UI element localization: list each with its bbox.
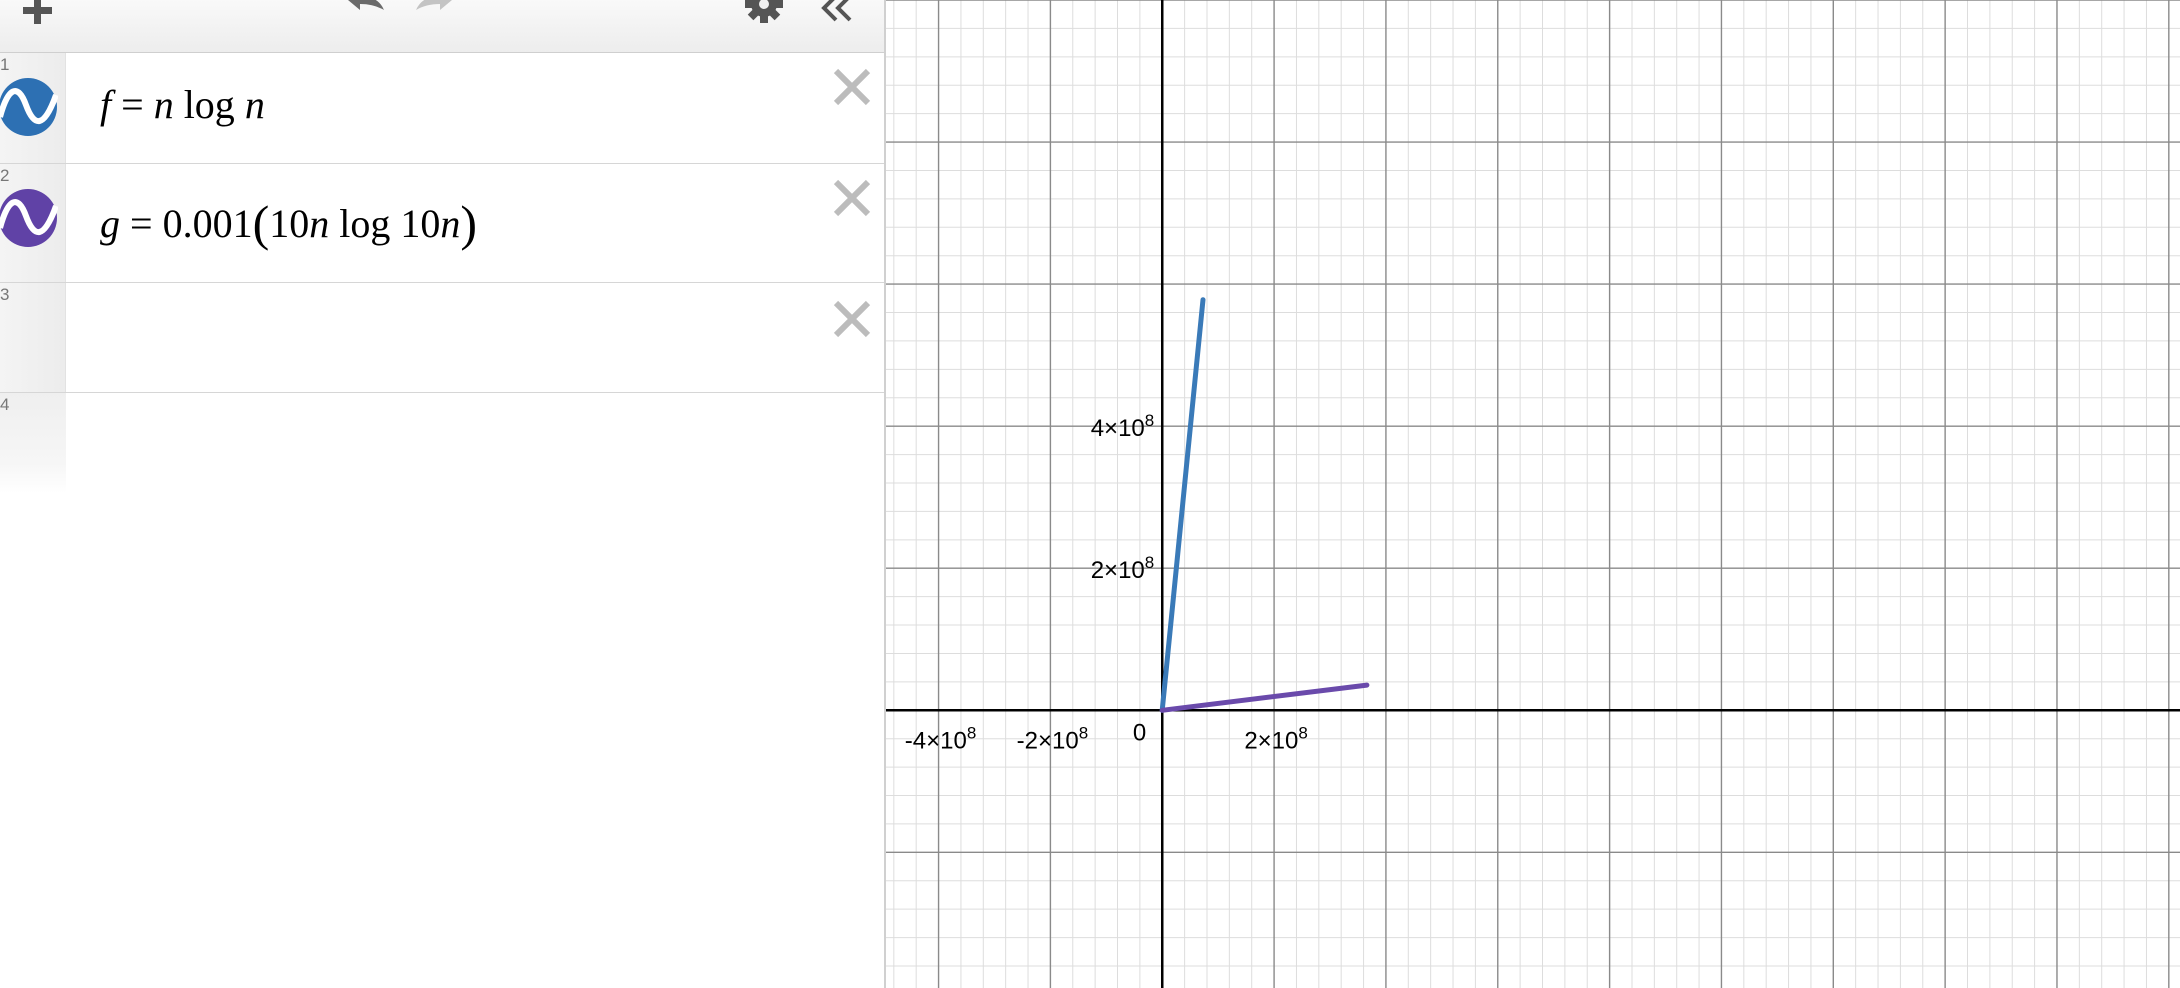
formula-coefficient: 0.001 [162, 201, 253, 246]
formula-equals: = [121, 82, 144, 127]
origin-label: 0 [1133, 719, 1146, 746]
expression-index: 2 [0, 166, 10, 185]
expression-row-2[interactable]: 2 g = 0.001(10n log 10n) [0, 164, 884, 283]
expression-gutter: 3 [0, 283, 66, 392]
plus-icon [23, 0, 52, 24]
formula-number: 10 [400, 201, 441, 246]
settings-button[interactable] [744, 0, 784, 32]
x-tick-label: -4×108 [905, 723, 977, 754]
formula-lhs: f [100, 82, 112, 127]
curve-f[interactable] [1159, 297, 1206, 713]
formula-number: 10 [269, 201, 310, 246]
expression-index: 3 [0, 285, 10, 304]
expression-panel: 1 f = n log n 2 g = 0.001 [0, 0, 886, 988]
formula-equals: = [130, 201, 153, 246]
expression-row-1[interactable]: 1 f = n log n [0, 53, 884, 164]
expression-index: 1 [0, 55, 10, 74]
formula-term: n [309, 201, 330, 246]
redo-button[interactable] [410, 0, 460, 24]
sine-wave-icon[interactable] [0, 77, 58, 137]
undo-icon [348, 0, 384, 10]
sine-wave-icon[interactable] [0, 188, 58, 248]
expression-gutter: 1 [0, 53, 66, 163]
right-paren: ) [460, 195, 477, 251]
expression-index: 4 [0, 395, 10, 414]
formula-log: log [339, 201, 391, 246]
expression-row-3[interactable]: 3 [0, 283, 884, 393]
y-tick-label: 4×108 [1091, 411, 1155, 442]
delete-expression-icon[interactable] [830, 176, 874, 220]
graph-svg[interactable]: -4×108 -2×108 2×108 2×108 4×108 0 [886, 0, 2180, 988]
x-tick-label: -2×108 [1017, 723, 1089, 754]
expression-gutter: 2 [0, 164, 66, 282]
expression-1-formula[interactable]: f = n log n [100, 81, 265, 128]
redo-icon [416, 0, 452, 10]
delete-expression-icon[interactable] [830, 65, 874, 109]
minor-gridlines [886, 0, 2180, 988]
tick-labels: -4×108 -2×108 2×108 2×108 4×108 0 [905, 411, 1308, 754]
formula-term: n [244, 82, 265, 127]
formula-term: n [153, 82, 174, 127]
left-paren: ( [252, 195, 270, 251]
curve-g[interactable] [1159, 682, 1370, 713]
x-tick-label: 2×108 [1244, 723, 1308, 754]
gear-icon [745, 0, 783, 23]
expression-gutter: 4 [0, 393, 66, 493]
expression-3-input[interactable] [100, 311, 800, 361]
formula-lhs: g [100, 201, 120, 246]
graph-canvas[interactable]: -4×108 -2×108 2×108 2×108 4×108 0 [886, 0, 2180, 988]
delete-expression-icon[interactable] [830, 297, 874, 341]
undo-button[interactable] [340, 0, 390, 24]
curves [1159, 297, 1370, 713]
add-expression-button[interactable] [16, 0, 60, 32]
axes [886, 0, 2180, 988]
expression-toolbar [0, 0, 884, 53]
y-tick-label: 2×108 [1091, 553, 1155, 584]
formula-term: n [440, 201, 461, 246]
double-chevron-left-icon [821, 0, 852, 22]
expression-2-formula[interactable]: g = 0.001(10n log 10n) [100, 194, 477, 252]
expression-row-4[interactable]: 4 [0, 393, 884, 493]
collapse-panel-button[interactable] [816, 0, 860, 32]
formula-log: log [183, 82, 235, 127]
major-gridlines [886, 0, 2180, 988]
